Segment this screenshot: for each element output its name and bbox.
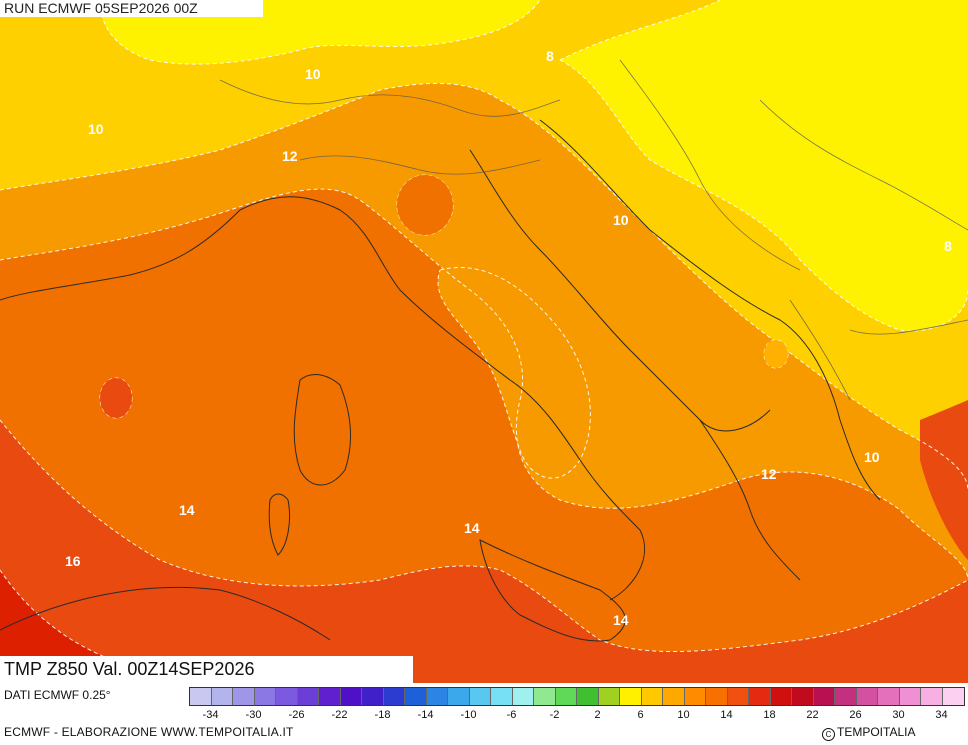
color-scale-ticks: -34 -30 -26 -22 -18 -14 -10 -6 -2 2 6 10 14 18 22 26 30 3…: [189, 709, 968, 723]
legend-tick-label: -30: [245, 709, 262, 721]
legend-swatch: [684, 688, 706, 705]
legend-swatch: [534, 688, 556, 705]
credit-label: ECMWF - ELABORAZIONE WWW.TEMPOITALIA.IT: [4, 725, 294, 739]
legend-tick-label: 14: [720, 709, 733, 721]
legend-tick-label: -10: [460, 709, 477, 721]
legend-tick-label: 22: [806, 709, 819, 721]
legend-swatch: [727, 688, 749, 705]
legend-swatch: [942, 688, 964, 705]
legend-tick-label: 6: [637, 709, 644, 721]
legend-swatch: [770, 688, 792, 705]
legend-tick-label: 2: [594, 709, 601, 721]
legend-swatch: [749, 688, 771, 705]
copyright-text: TEMPOITALIA: [837, 725, 916, 739]
legend-tick-label: 30: [892, 709, 905, 721]
legend-swatch: [211, 688, 233, 705]
legend-swatch: [340, 688, 362, 705]
country-borders: [219, 59, 968, 401]
legend-swatch: [555, 688, 577, 705]
temp-zone-18: [0, 570, 200, 683]
legend-swatch: [899, 688, 921, 705]
isotherm-label: 12: [282, 148, 298, 164]
legend-swatch: [190, 688, 212, 705]
legend-swatch: [276, 688, 298, 705]
copyright-label: C TEMPOITALIA: [822, 725, 915, 741]
legend-tick-label: 34: [935, 709, 948, 721]
temp-pocket-10: [764, 340, 788, 368]
isotherm-label: 10: [864, 449, 880, 465]
isotherm-value-labels: 8 8 10 10 10 10 12 12 14 14 14 16: [65, 48, 952, 628]
isotherm-label: 8: [944, 238, 952, 254]
isotherm-label: 8: [546, 48, 554, 64]
legend-swatch: [512, 688, 534, 705]
temp-zone-14: [0, 189, 968, 683]
data-source-label: DATI ECMWF 0.25°: [4, 688, 111, 702]
temp-zone-16: [0, 420, 968, 683]
legend-tick-label: -18: [374, 709, 391, 721]
legend-swatch: [663, 688, 685, 705]
legend-swatch: [448, 688, 470, 705]
legend-swatch: [426, 688, 448, 705]
legend-swatch: [792, 688, 814, 705]
legend-tick-label: 26: [849, 709, 862, 721]
legend-swatch: [921, 688, 943, 705]
legend-swatch: [383, 688, 405, 705]
legend-tick-label: 10: [677, 709, 690, 721]
legend-swatch: [813, 688, 835, 705]
legend-tick-label: -34: [202, 709, 219, 721]
legend-tick-label: -14: [417, 709, 434, 721]
legend-swatch: [362, 688, 384, 705]
legend-tick-label: -2: [549, 709, 560, 721]
copyright-icon: C: [822, 728, 835, 741]
temp-zone-6-east: [560, 0, 968, 331]
temp-pocket-14: [397, 175, 453, 235]
legend-tick-label: -26: [288, 709, 305, 721]
legend-swatch: [319, 688, 341, 705]
legend-swatch: [641, 688, 663, 705]
footer: DATI ECMWF 0.25° -34 -30 -26 -22 -18 -14 -10 -6…: [0, 683, 968, 745]
legend-swatch: [297, 688, 319, 705]
legend-swatch: [598, 688, 620, 705]
temp-pocket-16: [100, 378, 132, 418]
coastlines: [0, 119, 881, 642]
legend-swatch: [491, 688, 513, 705]
temp-zone-18-east: [920, 400, 968, 560]
isotherm-label: 10: [613, 212, 629, 228]
legend-swatch: [254, 688, 276, 705]
isotherm-label: 14: [613, 612, 629, 628]
variable-valid-time-label: TMP Z850 Val. 00Z14SEP2026: [0, 656, 413, 683]
isotherm-label: 14: [179, 502, 195, 518]
legend-tick-label: -6: [506, 709, 517, 721]
legend-swatch: [577, 688, 599, 705]
run-label: RUN ECMWF 05SEP2026 00Z: [0, 0, 263, 17]
isotherm-label: 10: [305, 66, 321, 82]
color-scale-legend: [189, 687, 965, 706]
legend-tick-label: -22: [331, 709, 348, 721]
isotherm-label: 16: [65, 553, 81, 569]
legend-swatch: [856, 688, 878, 705]
isotherm-label: 10: [88, 121, 104, 137]
legend-swatch: [405, 688, 427, 705]
legend-swatch: [835, 688, 857, 705]
temp-zone-12-central: [438, 267, 591, 479]
legend-swatch: [469, 688, 491, 705]
isotherm-label: 12: [761, 466, 777, 482]
isotherm-label: 14: [464, 520, 480, 536]
legend-swatch: [706, 688, 728, 705]
temperature-map: 8 8 10 10 10 10 12 12 14 14 14 16: [0, 0, 968, 683]
legend-tick-label: 18: [763, 709, 776, 721]
legend-swatch: [878, 688, 900, 705]
legend-swatch: [620, 688, 642, 705]
legend-swatch: [233, 688, 255, 705]
